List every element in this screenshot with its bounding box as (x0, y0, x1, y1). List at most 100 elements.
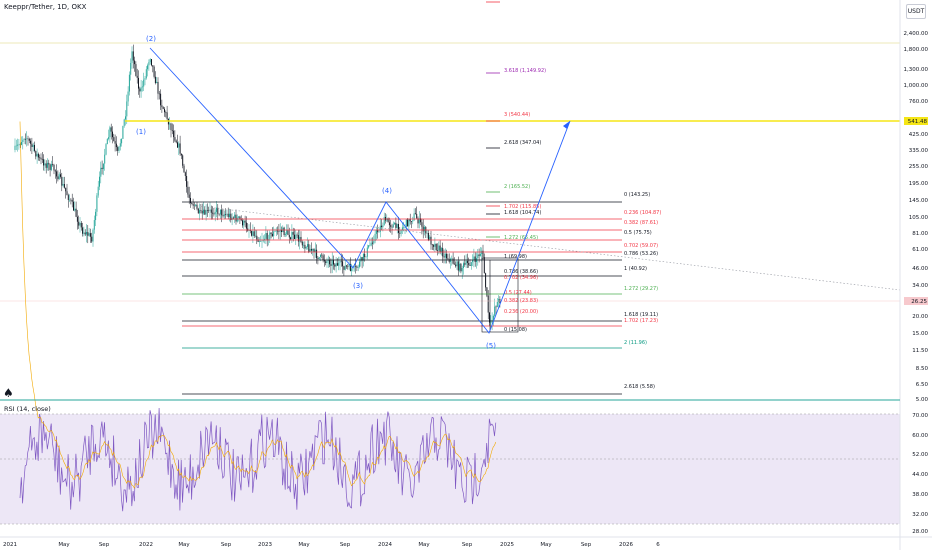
candle-body (466, 260, 468, 263)
candle-body (238, 216, 240, 218)
candle-body (439, 245, 441, 253)
candle-body (138, 77, 139, 89)
fib-level-label: 3.618 (1,149.92) (504, 68, 546, 74)
candle-body (213, 213, 215, 215)
candle-body (22, 139, 24, 142)
price-tick-label: 105.00 (909, 215, 929, 221)
candle-body (395, 222, 397, 228)
candle-body (214, 211, 216, 215)
rsi-tick-label: 52.00 (912, 452, 928, 458)
candle-body (67, 195, 69, 200)
fib-level-label: 2.618 (347.04) (504, 140, 541, 146)
candle-body (351, 268, 353, 271)
candle-body (339, 261, 341, 263)
candle-body (375, 229, 377, 234)
candle-body (113, 137, 115, 142)
candle-body (236, 217, 238, 222)
candle-body (53, 164, 55, 171)
candle-body (99, 176, 100, 187)
candle-body (304, 244, 306, 249)
candle-body (387, 218, 389, 223)
candle-body (48, 162, 50, 165)
candle-body (296, 234, 298, 236)
candle-body (330, 264, 332, 266)
candle-body (403, 227, 405, 228)
candle-body (334, 264, 336, 267)
elliott-wave-path (149, 47, 571, 334)
price-tick-label: 2,400.00 (904, 31, 929, 37)
candle-body (359, 261, 360, 267)
price-tick-label: 11.50 (912, 348, 928, 354)
candle-body (310, 248, 312, 251)
candle-body (372, 242, 373, 244)
candle-body (225, 214, 227, 215)
time-tick-label: 2024 (378, 542, 392, 548)
time-tick-label: May (418, 542, 430, 548)
candle-body (418, 218, 420, 224)
candle-body (416, 213, 418, 219)
candle-body (200, 210, 202, 211)
candle-body (197, 208, 199, 214)
fib-retracement-box (481, 257, 519, 333)
candle-body (54, 170, 56, 172)
candle-body (71, 199, 73, 202)
candle-body (84, 232, 86, 235)
candle-body (154, 76, 156, 84)
candle-body (283, 227, 285, 235)
candle-body (444, 253, 446, 258)
candle-body (108, 137, 110, 139)
candle-body (76, 216, 78, 222)
candle-body (57, 176, 59, 180)
candle-body (222, 215, 224, 217)
candle-body (364, 253, 366, 257)
candle-body (122, 125, 124, 139)
candle-body (75, 208, 77, 217)
candle-body (209, 209, 211, 211)
candle-body (433, 245, 435, 247)
candle-body (226, 213, 228, 215)
currency-unit-button[interactable]: USDT (906, 4, 926, 19)
candle-body (447, 258, 449, 260)
tradingview-logo-icon: ♠ (3, 386, 14, 400)
candle-body (308, 244, 310, 253)
candle-body (347, 266, 349, 268)
candle-body (427, 232, 429, 241)
candle-body (273, 231, 275, 237)
candle-body (160, 93, 162, 106)
candle-body (355, 265, 357, 267)
candle-body (414, 213, 416, 215)
candle-body (140, 87, 142, 92)
candle-body (188, 194, 190, 198)
candle-body (165, 112, 167, 113)
candle-body (212, 212, 214, 214)
candle-body (175, 140, 177, 143)
candle-body (216, 207, 217, 212)
candle-body (269, 232, 271, 240)
price-tick-label: 20.00 (912, 314, 928, 320)
candle-body (234, 214, 236, 218)
candle-body (109, 127, 111, 138)
price-tick-label: 5.00 (916, 397, 929, 403)
time-tick-label: May (178, 542, 190, 548)
candle-body (40, 157, 42, 160)
candle-body (97, 186, 99, 196)
time-tick-label: 2021 (3, 542, 17, 548)
candle-body (407, 219, 409, 227)
candle-body (195, 204, 197, 207)
candle-body (325, 261, 327, 264)
rsi-band (0, 414, 900, 524)
time-tick-label: 2025 (500, 542, 514, 548)
candle-body (229, 213, 230, 217)
price-tick-label: 425.00 (909, 132, 929, 138)
candle-body (128, 74, 130, 92)
candle-body (242, 220, 243, 226)
wave-label: (1) (136, 128, 146, 136)
candle-body (58, 174, 60, 180)
candle-body (36, 153, 38, 157)
candle-body (125, 116, 126, 120)
candle-body (368, 245, 370, 248)
candle-body (62, 183, 64, 186)
candle-body (496, 301, 498, 307)
candle-body (17, 144, 19, 146)
